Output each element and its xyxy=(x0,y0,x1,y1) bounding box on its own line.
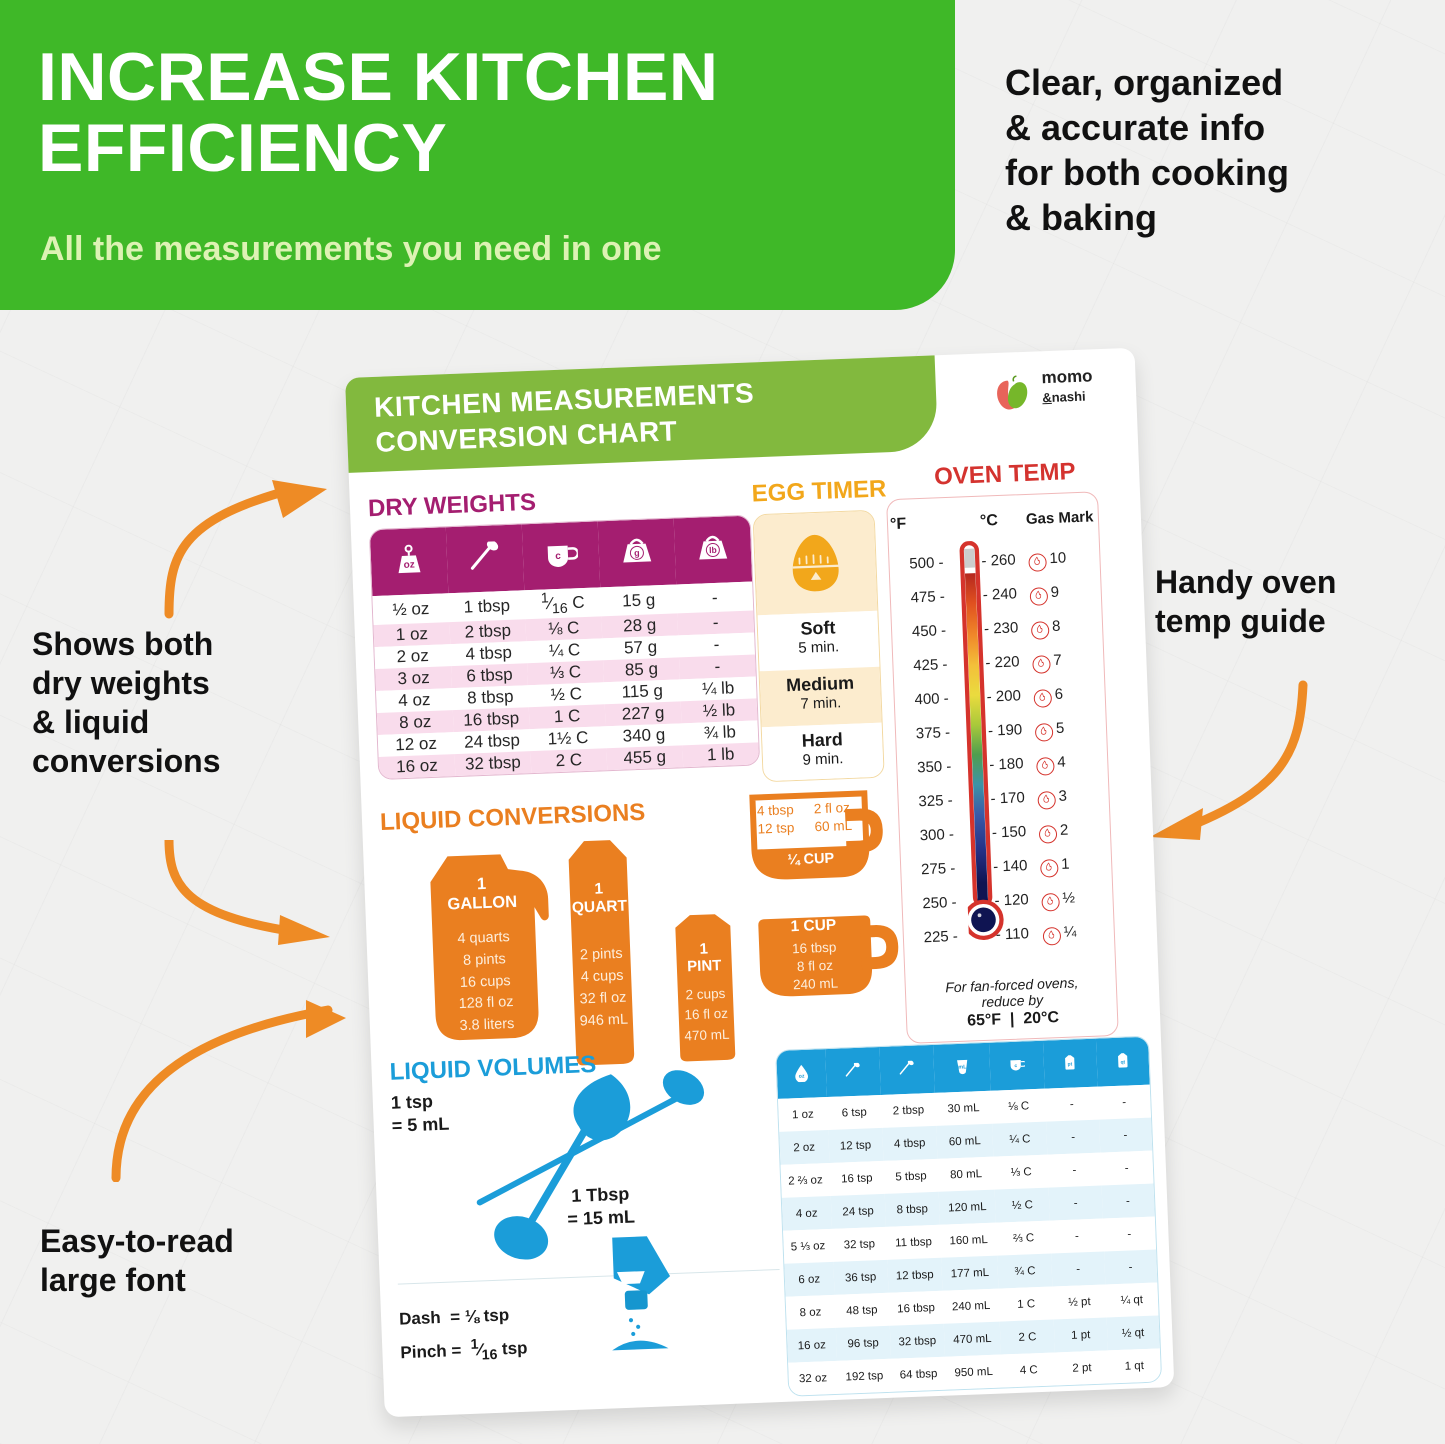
svg-text:c: c xyxy=(1014,1063,1017,1068)
svg-text:c: c xyxy=(555,550,561,561)
svg-text:g: g xyxy=(634,547,640,557)
svg-text:pt: pt xyxy=(1068,1061,1073,1067)
svg-text:lb: lb xyxy=(709,544,717,554)
svg-text:qt: qt xyxy=(1120,1059,1125,1065)
svg-text:mL: mL xyxy=(958,1064,967,1070)
svg-text:oz: oz xyxy=(403,559,415,570)
svg-text:oz: oz xyxy=(798,1073,804,1079)
